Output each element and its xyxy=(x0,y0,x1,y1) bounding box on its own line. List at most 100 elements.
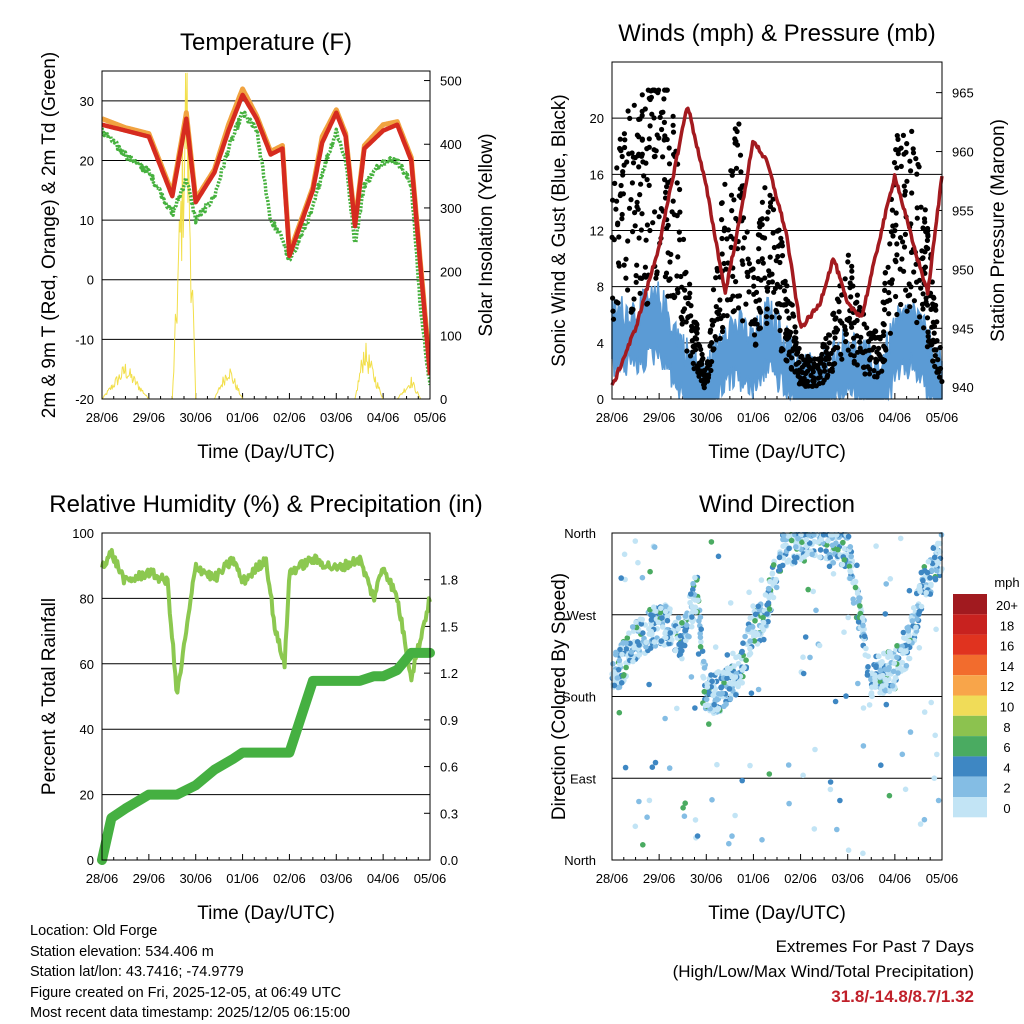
gust-point xyxy=(698,378,704,384)
direction-point xyxy=(688,591,694,597)
gust-point xyxy=(786,315,792,321)
direction-point xyxy=(826,563,833,570)
direction-point xyxy=(652,608,659,614)
y-tick-label: 12 xyxy=(590,224,604,239)
direction-point xyxy=(869,693,875,700)
gust-point xyxy=(860,364,867,370)
gust-point xyxy=(792,324,798,330)
gust-point xyxy=(922,264,929,270)
direction-point xyxy=(780,543,786,549)
gust-point xyxy=(728,233,734,239)
legend-swatch xyxy=(953,654,987,676)
gust-point xyxy=(659,126,665,133)
gust-point xyxy=(899,256,905,262)
direction-point xyxy=(723,701,729,707)
direction-point xyxy=(866,702,873,708)
gust-point xyxy=(866,371,873,377)
direction-point xyxy=(721,679,727,686)
gust-point xyxy=(845,259,851,265)
gust-point xyxy=(851,353,857,359)
gust-point xyxy=(676,229,682,235)
gust-point xyxy=(613,206,619,212)
gust-point xyxy=(616,263,622,269)
direction-point xyxy=(727,696,734,702)
direction-point xyxy=(623,664,629,671)
y-tick-label: North xyxy=(564,853,596,868)
direction-point xyxy=(743,657,749,663)
gust-point xyxy=(687,281,693,287)
gust-point xyxy=(882,287,888,293)
y-tick-label: West xyxy=(567,608,597,623)
direction-point xyxy=(688,674,695,680)
gust-point xyxy=(646,136,652,142)
direction-point xyxy=(621,551,628,558)
x-tick-label: 03/06 xyxy=(320,871,353,886)
gust-point xyxy=(769,279,776,285)
direction-point xyxy=(648,612,654,618)
gust-point xyxy=(682,287,688,293)
direction-point xyxy=(692,817,699,823)
gust-point xyxy=(631,102,637,108)
y-tick-label: 4 xyxy=(597,336,604,351)
gust-point xyxy=(786,352,792,358)
direction-point xyxy=(897,535,904,542)
gust-point xyxy=(615,222,621,228)
gust-point xyxy=(652,153,658,159)
gust-point xyxy=(907,304,913,310)
gust-point xyxy=(653,275,659,281)
y-axis-label-right: Station Pressure (Maroon) xyxy=(988,119,1009,342)
direction-point xyxy=(710,692,716,699)
direction-point xyxy=(640,842,646,848)
x-tick-label: 02/06 xyxy=(273,871,306,886)
x-tick-label: 02/06 xyxy=(784,410,817,425)
direction-point xyxy=(827,554,833,561)
direction-point xyxy=(860,705,867,711)
gust-point xyxy=(759,256,765,262)
x-tick-label: 01/06 xyxy=(226,871,259,886)
plot-frame xyxy=(101,532,431,861)
gust-point xyxy=(745,256,751,262)
direction-point xyxy=(762,592,769,598)
direction-point xyxy=(667,630,674,636)
direction-point xyxy=(765,600,772,606)
gust-point xyxy=(691,366,697,372)
gust-point xyxy=(699,351,705,357)
direction-point xyxy=(916,611,922,617)
direction-point xyxy=(683,622,690,628)
gust-point xyxy=(756,246,762,252)
gust-point xyxy=(755,259,762,265)
direction-point xyxy=(730,650,736,657)
gust-point xyxy=(678,314,684,320)
gust-point xyxy=(894,311,900,318)
gust-point xyxy=(849,268,855,274)
gust-point xyxy=(881,329,887,335)
legend-label: 4 xyxy=(1003,760,1010,775)
direction-point xyxy=(701,688,708,695)
y-tick-label: 0 xyxy=(597,392,604,407)
gust-point xyxy=(662,133,668,139)
gust-point xyxy=(901,244,908,250)
direction-point xyxy=(666,765,673,771)
x-tick-label: 04/06 xyxy=(879,871,912,886)
gust-point xyxy=(871,368,877,374)
direction-point xyxy=(830,560,837,566)
y-right-tick-label: 0.3 xyxy=(440,806,458,821)
y-right-tick-label: 300 xyxy=(440,201,462,216)
direction-point xyxy=(751,638,758,644)
direction-point xyxy=(700,673,706,680)
gust-point xyxy=(626,205,633,211)
gust-point xyxy=(663,189,669,195)
direction-point xyxy=(878,762,884,768)
direction-point xyxy=(672,647,679,654)
direction-point xyxy=(845,614,851,621)
direction-point xyxy=(873,663,879,669)
gust-point xyxy=(763,314,770,320)
gust-point xyxy=(618,148,624,154)
plot-frame xyxy=(101,70,431,400)
gust-point xyxy=(767,254,773,260)
gust-point xyxy=(620,191,627,197)
gust-point xyxy=(614,198,620,204)
gust-point xyxy=(619,211,625,218)
direction-point xyxy=(618,680,625,686)
gust-point xyxy=(849,275,855,281)
